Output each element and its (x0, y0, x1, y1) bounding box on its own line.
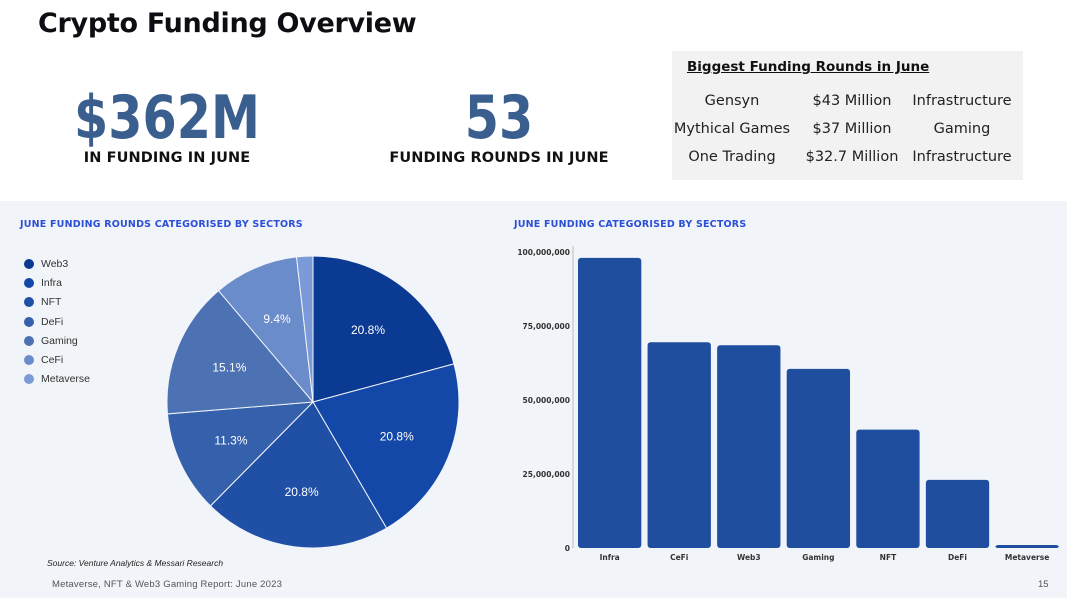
legend-label: CeFi (41, 354, 64, 367)
round-sector: Infrastructure (912, 149, 1012, 165)
bar-chart-title: JUNE FUNDING CATEGORISED BY SECTORS (514, 219, 747, 230)
x-tick-label: CeFi (670, 553, 688, 562)
funding-rounds-value: 53 (464, 83, 534, 153)
biggest-rounds-box: Biggest Funding Rounds in June Gensyn $4… (672, 51, 1023, 180)
x-tick-label: Metaverse (1005, 553, 1049, 562)
x-tick-label: NFT (880, 553, 897, 562)
source-note: Source: Venture Analytics & Messari Rese… (47, 558, 224, 568)
legend-label: DeFi (41, 315, 64, 328)
pie-slice-web3 (312, 255, 455, 403)
legend-item-infra: Infra (24, 273, 90, 292)
pie-chart-title: JUNE FUNDING ROUNDS CATEGORISED BY SECTO… (20, 219, 303, 230)
y-tick-label: 0 (565, 544, 570, 553)
legend-dot (24, 374, 34, 385)
pie-slice-label: 9.4% (263, 312, 291, 326)
total-funding-stat: $362M IN FUNDING IN JUNE (52, 86, 282, 166)
total-funding-label: IN FUNDING IN JUNE (83, 150, 251, 166)
total-funding-value: $362M (74, 83, 260, 153)
pie-slice-gaming (166, 289, 315, 415)
legend-item-defi: DeFi (24, 312, 90, 331)
legend-item-gaming: Gaming (24, 331, 90, 350)
pie-slice-label: 20.8% (285, 485, 319, 499)
round-sector: Infrastructure (912, 93, 1012, 109)
pie-slice-metaverse (295, 255, 314, 403)
y-tick-label: 50,000,000 (523, 396, 570, 405)
bar-nft (856, 429, 920, 548)
pie-slice-label: 20.8% (351, 323, 385, 337)
legend-dot (24, 316, 34, 327)
footer-text: Metaverse, NFT & Web3 Gaming Report: Jun… (52, 579, 283, 590)
bar-web3 (717, 345, 781, 548)
legend-item-web3: Web3 (24, 254, 90, 273)
x-tick-label: Gaming (802, 553, 834, 562)
bar-defi (925, 479, 990, 548)
funding-rounds-label: FUNDING ROUNDS IN JUNE (389, 150, 609, 166)
legend-dot (24, 355, 34, 366)
pie-slice-label: 15.1% (212, 360, 246, 374)
round-amount: $32.7 Million (805, 149, 899, 165)
legend-label: Metaverse (41, 373, 91, 386)
page-title: Crypto Funding Overview (38, 8, 417, 39)
legend-item-cefi: CeFi (24, 350, 90, 369)
pie-slice-infra (312, 363, 460, 529)
bar-metaverse (995, 545, 1059, 548)
pie-slice-label: 20.8% (380, 429, 414, 443)
pie-legend: Web3 Infra NFT DeFi Gaming CeFi Metaverse (24, 254, 90, 389)
y-tick-label: 25,000,000 (523, 470, 570, 479)
round-name: Mythical Games (673, 121, 791, 137)
bar-cefi (647, 342, 711, 548)
y-tick-label: 100,000,000 (517, 248, 570, 257)
legend-label: NFT (41, 296, 62, 309)
legend-label: Infra (41, 276, 63, 289)
pie-slice-cefi (217, 256, 314, 404)
x-tick-label: Infra (600, 553, 620, 562)
round-row: One Trading $32.7 Million Infrastructure (672, 149, 1023, 169)
round-name: Gensyn (704, 93, 760, 109)
y-tick-label: 75,000,000 (523, 322, 570, 331)
funding-rounds-stat: 53 FUNDING ROUNDS IN JUNE (384, 86, 614, 166)
legend-dot (24, 258, 34, 269)
pie-slice-defi (166, 401, 315, 507)
legend-dot (24, 297, 34, 308)
legend-dot (24, 335, 34, 346)
bar-gaming (786, 368, 851, 548)
biggest-rounds-title: Biggest Funding Rounds in June (687, 59, 930, 75)
bar-infra (578, 257, 642, 548)
pie-slice-label: 11.3% (214, 433, 247, 447)
legend-label: Web3 (41, 257, 69, 270)
round-amount: $37 Million (812, 121, 892, 137)
pie-slice-nft (209, 401, 388, 549)
legend-label: Gaming (41, 334, 78, 347)
legend-item-metaverse: Metaverse (24, 370, 90, 389)
round-row: Gensyn $43 Million Infrastructure (672, 93, 1023, 113)
round-row: Mythical Games $37 Million Gaming (672, 121, 1023, 141)
round-sector: Gaming (933, 121, 991, 137)
legend-item-nft: NFT (24, 293, 90, 312)
legend-dot (24, 277, 34, 288)
page-number: 15 (1038, 579, 1049, 590)
round-amount: $43 Million (812, 93, 892, 109)
x-tick-label: Web3 (737, 553, 761, 562)
x-tick-label: DeFi (948, 553, 967, 562)
round-name: One Trading (688, 149, 776, 165)
